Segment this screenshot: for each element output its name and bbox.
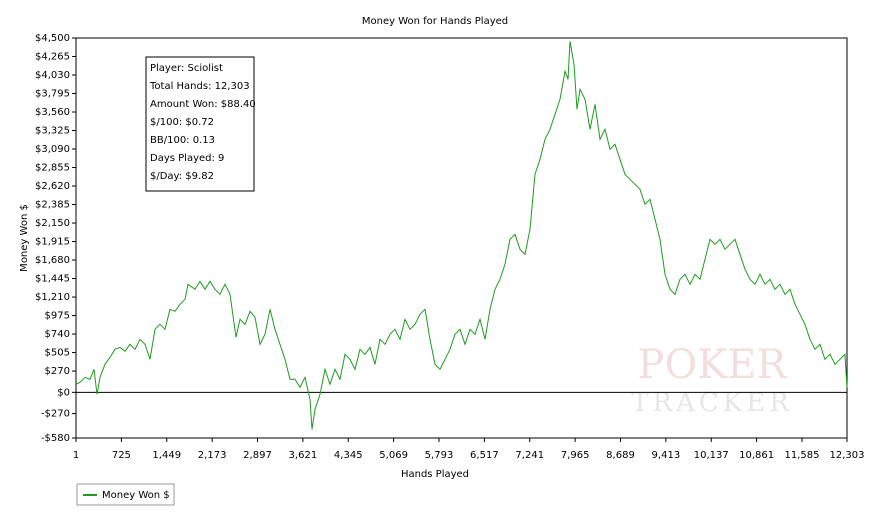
y-tick-label: $975 — [45, 311, 70, 322]
x-tick-label: 8,689 — [606, 450, 635, 461]
legend-frame — [76, 483, 175, 506]
legend-label: Money Won $ — [102, 490, 170, 501]
plot-frame — [75, 37, 848, 439]
stats-line: Days Played: 9 — [150, 153, 224, 164]
y-tick-label: $740 — [45, 329, 70, 340]
y-tick-label: $2,385 — [35, 200, 70, 211]
x-tick-label: 10,861 — [739, 450, 774, 461]
stats-line: $/100: $0.72 — [150, 117, 214, 128]
x-tick-label: 7,965 — [561, 450, 590, 461]
x-tick-label: 2,173 — [198, 450, 227, 461]
stats-line: BB/100: 0.13 — [150, 135, 215, 146]
x-tick-label: 6,517 — [470, 450, 499, 461]
stats-line: Amount Won: $88.40 — [150, 99, 256, 110]
plot-area: -$580 -$270 $0 $270 $505 $740 $975 $1,210 $1,445… — [35, 33, 865, 461]
x-tick-label: 3,621 — [289, 450, 318, 461]
y-tick-label: $0 — [57, 387, 70, 398]
x-tick-label: 9,413 — [652, 450, 681, 461]
stats-line: $/Day: $9.82 — [150, 171, 214, 182]
x-tick-label: 2,897 — [243, 450, 272, 461]
x-tick-label: 11,585 — [785, 450, 820, 461]
stats-line: Player: Sciolist — [150, 63, 223, 74]
watermark-text: POKER — [638, 342, 789, 388]
y-tick-label: $1,680 — [35, 255, 70, 266]
legend: Money Won $ — [76, 483, 175, 506]
y-tick-label: $3,325 — [35, 126, 70, 137]
y-tick-label: $4,500 — [35, 33, 70, 44]
x-tick-label: 5,793 — [425, 450, 454, 461]
x-tick-label: 1 — [73, 450, 79, 461]
y-tick-label: $2,620 — [35, 181, 70, 192]
x-tick-label: 12,303 — [830, 450, 865, 461]
stats-box: Player: Sciolist Total Hands: 12,303 Amoun… — [145, 56, 256, 192]
y-tick-label: -$580 — [41, 433, 70, 444]
y-tick-label: $1,915 — [35, 237, 70, 248]
x-tick-label: 4,345 — [334, 450, 363, 461]
y-tick-label: $3,795 — [35, 89, 70, 100]
y-tick-label: $4,265 — [35, 52, 70, 63]
y-tick-label: $2,150 — [35, 218, 70, 229]
x-tick-label: 1,449 — [152, 450, 181, 461]
y-axis-label: Money Won $ — [19, 204, 30, 272]
stats-line: Total Hands: 12,303 — [149, 81, 250, 92]
x-tick-label: 10,137 — [694, 450, 729, 461]
watermark-text: TRACKER — [631, 388, 793, 418]
chart-title: Money Won for Hands Played — [362, 16, 508, 27]
x-tick-label: 5,069 — [379, 450, 408, 461]
x-tick-label: 7,241 — [515, 450, 544, 461]
y-tick-label: $3,090 — [35, 144, 70, 155]
y-tick-label: $505 — [45, 348, 70, 359]
y-tick-label: $4,030 — [35, 70, 70, 81]
y-tick-label: $2,855 — [35, 163, 70, 174]
y-tick-label: -$270 — [41, 409, 70, 420]
y-tick-label: $3,560 — [35, 107, 70, 118]
x-tick-label: 725 — [112, 450, 131, 461]
y-tick-label: $1,445 — [35, 274, 70, 285]
stats-box-frame — [145, 56, 255, 192]
data-line — [75, 41, 848, 430]
y-tick-label: $270 — [45, 366, 70, 377]
x-axis-label: Hands Played — [401, 469, 469, 480]
y-tick-label: $1,210 — [35, 292, 70, 303]
